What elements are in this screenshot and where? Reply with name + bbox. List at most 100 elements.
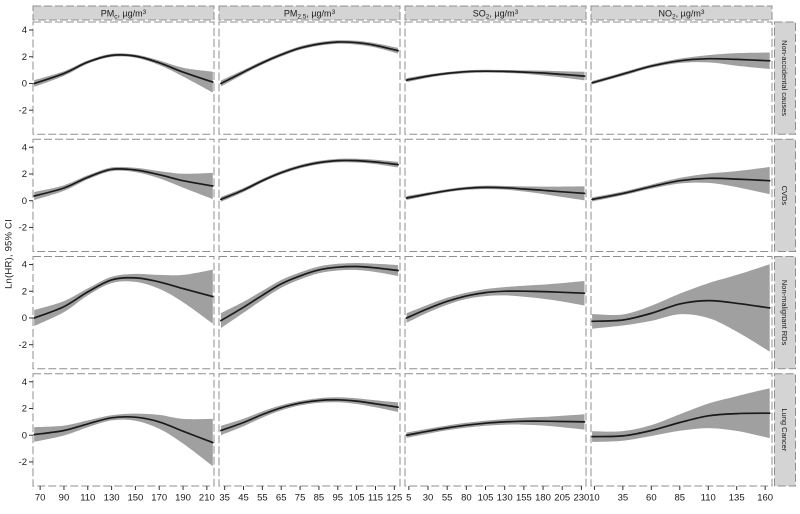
x-tick-label: 90: [59, 493, 70, 504]
y-tick-label: 4: [22, 142, 27, 153]
panel-border: [32, 256, 215, 370]
row-strip-label: Lung Cancer: [780, 408, 789, 451]
column-strip-label: SO2, µg/m3: [473, 9, 519, 21]
x-tick-label: 65: [276, 493, 287, 504]
x-tick-label: 155: [516, 493, 532, 504]
panel-border: [404, 138, 587, 252]
panel-border: [404, 21, 587, 135]
trend-line: [220, 398, 399, 432]
panel-border: [218, 256, 401, 370]
y-tick-label: -2: [19, 457, 27, 468]
y-tick-label: 0: [22, 430, 27, 441]
column-strip: [590, 5, 773, 21]
x-tick-label: 230: [573, 493, 589, 504]
column-strip: [32, 5, 215, 21]
panel-border: [218, 373, 401, 487]
row-strip: [774, 373, 796, 487]
y-tick-label: -2: [19, 223, 27, 234]
column-strip-label: NO2, µg/m3: [659, 9, 705, 21]
row-strip: [774, 256, 796, 370]
x-tick-label: 35: [618, 493, 629, 504]
x-tick-label: 125: [386, 493, 402, 504]
row-strip-label: Non-malignant RDs: [780, 280, 789, 346]
panel-content: [591, 167, 771, 202]
x-tick-label: 210: [199, 493, 215, 504]
panel-content: [220, 397, 399, 436]
trend-line: [220, 265, 399, 322]
panel-border: [404, 373, 587, 487]
y-tick-label: -2: [19, 340, 27, 351]
y-tick-label: 2: [22, 286, 27, 297]
x-tick-label: 75: [295, 493, 306, 504]
confidence-band: [34, 53, 213, 93]
panel-border: [590, 138, 773, 252]
x-tick-label: 110: [701, 493, 716, 504]
y-tick-label: 4: [22, 260, 27, 271]
panel-content: [33, 269, 214, 326]
panel-border: [218, 21, 401, 135]
panel-border: [32, 21, 215, 135]
panel-border: [32, 138, 215, 252]
trend-line: [33, 54, 214, 85]
panel-border: [590, 373, 773, 487]
panel-content: [33, 166, 214, 201]
x-tick-label: 55: [257, 493, 268, 504]
confidence-band: [34, 166, 213, 201]
confidence-band: [592, 388, 770, 442]
trend-line: [405, 186, 586, 199]
confidence-band: [220, 40, 399, 87]
confidence-band: [592, 167, 770, 202]
trend-line: [220, 159, 399, 201]
panel-content: [405, 414, 586, 438]
x-tick-label: 205: [554, 493, 570, 504]
x-tick-label: 135: [729, 493, 745, 504]
x-tick-label: 45: [238, 493, 249, 504]
y-tick-label: 2: [22, 52, 27, 63]
x-tick-label: 190: [175, 493, 191, 504]
y-tick-label: 4: [22, 25, 27, 36]
trend-line: [405, 420, 586, 437]
panel-content: [220, 158, 399, 202]
x-tick-label: 105: [478, 493, 494, 504]
confidence-band: [592, 264, 770, 352]
row-strip: [774, 138, 796, 252]
trend-line: [591, 412, 771, 438]
x-tick-label: 55: [442, 493, 453, 504]
panel-border: [404, 256, 587, 370]
x-tick-label: 35: [219, 493, 230, 504]
trend-line: [405, 290, 586, 319]
column-strip: [404, 5, 587, 21]
x-tick-label: 130: [104, 493, 120, 504]
trend-line: [591, 299, 771, 323]
y-tick-label: 0: [22, 313, 27, 324]
x-tick-label: 130: [497, 493, 513, 504]
x-tick-label: 70: [35, 493, 46, 504]
panel-background: [219, 373, 400, 486]
panel-content: [591, 52, 771, 85]
panel-background: [219, 139, 400, 252]
y-tick-label: 2: [22, 169, 27, 180]
y-tick-label: 4: [22, 377, 27, 388]
panel-content: [220, 263, 399, 329]
x-tick-label: 85: [675, 493, 686, 504]
panel-content: [405, 69, 586, 83]
confidence-band: [406, 414, 585, 438]
panel-border: [32, 373, 215, 487]
panel-border: [590, 21, 773, 135]
column-strip: [218, 5, 401, 21]
panel-background: [405, 22, 586, 135]
trend-line: [220, 41, 399, 85]
panel-border: [590, 256, 773, 370]
y-tick-label: 2: [22, 404, 27, 415]
y-tick-label: 0: [22, 79, 27, 90]
x-tick-label: 180: [535, 493, 551, 504]
trend-line: [591, 57, 771, 84]
x-tick-label: 80: [461, 493, 472, 504]
panel-content: [405, 185, 586, 201]
panel-background: [33, 22, 214, 135]
x-tick-label: 5: [406, 493, 411, 504]
column-strip-label: PM2.5, µg/m3: [284, 9, 336, 21]
panel-content: [33, 53, 214, 93]
trend-line: [405, 70, 586, 81]
